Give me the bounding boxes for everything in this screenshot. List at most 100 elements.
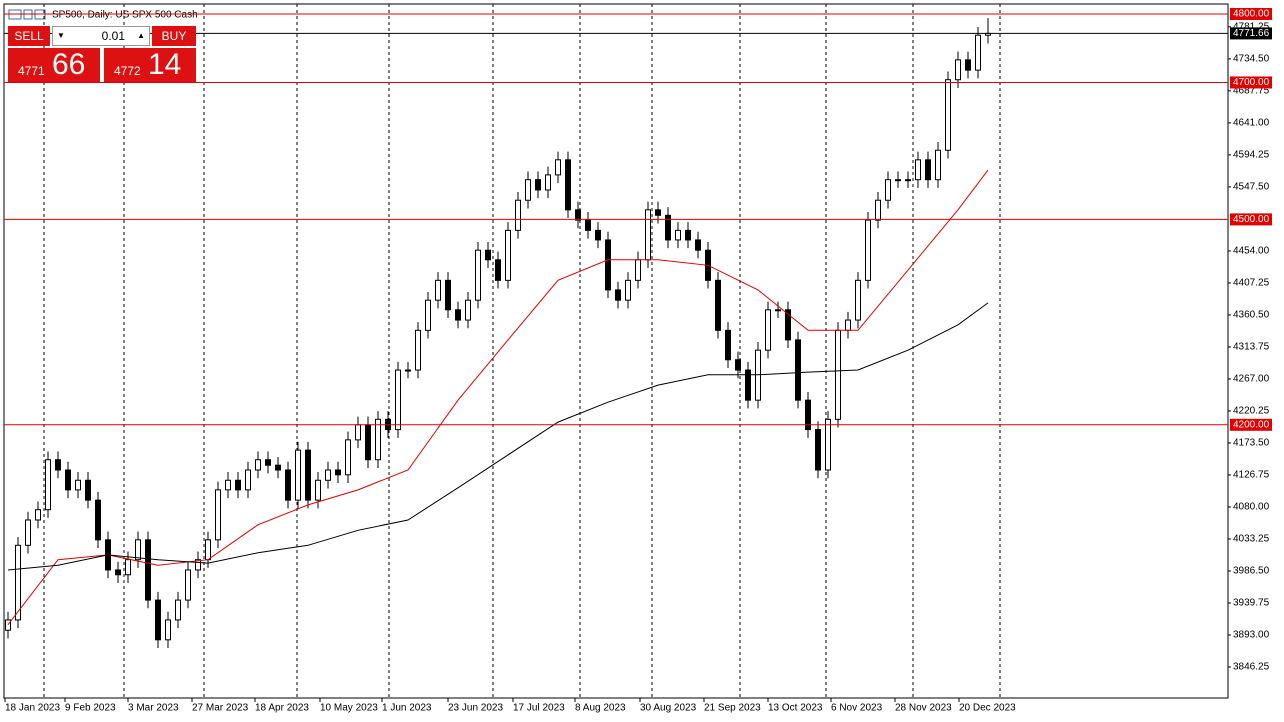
x-tick-label: 21 Sep 2023: [704, 703, 761, 714]
candle-body: [115, 569, 121, 576]
candle-body: [845, 319, 851, 331]
chart-title: SP500, Daily: US SPX 500 Cash: [52, 10, 198, 21]
candle-body: [85, 479, 91, 501]
icon: [8, 9, 22, 20]
x-tick-label: 28 Nov 2023: [895, 703, 952, 714]
candle-body: [895, 179, 901, 182]
candle-body: [95, 499, 101, 541]
buy-button[interactable]: BUY: [152, 26, 196, 46]
ask-main: 4772: [114, 64, 141, 78]
y-tick-label: 4080.00: [1233, 502, 1270, 513]
y-tick-label: 4267.00: [1233, 374, 1270, 385]
candle-body: [605, 239, 611, 291]
candle-body: [465, 299, 471, 321]
arrow-up[interactable]: ▲: [137, 31, 145, 40]
candle-body: [915, 159, 921, 181]
candle-body: [205, 539, 211, 561]
candle-body: [65, 469, 71, 491]
candle-body: [535, 179, 541, 191]
x-tick-label: 10 May 2023: [320, 703, 378, 714]
candle-body: [45, 459, 51, 511]
price-level-tag: [1230, 76, 1272, 89]
candle-body: [245, 469, 251, 491]
y-tick-label: 3939.75: [1233, 598, 1270, 609]
bid-main: 4771: [18, 64, 45, 78]
candle-body: [395, 369, 401, 431]
candle-body: [785, 309, 791, 341]
price-level-label: 4771.66: [1233, 28, 1270, 39]
sell-button[interactable]: SELL: [8, 26, 50, 46]
candle-body: [425, 299, 431, 331]
candle-body: [675, 229, 681, 241]
x-tick-label: 13 Oct 2023: [768, 703, 823, 714]
candle-body: [275, 464, 281, 471]
y-tick-label: 3846.25: [1233, 662, 1270, 673]
y-tick-label: 4454.00: [1233, 246, 1270, 257]
candle-body: [75, 479, 81, 491]
candle-body: [625, 279, 631, 301]
candle-body: [285, 469, 291, 501]
y-tick-label: 4734.50: [1233, 53, 1270, 64]
candle-body: [355, 424, 361, 441]
candle-body: [455, 309, 461, 321]
price-level-tag: [1230, 418, 1272, 431]
x-tick-label: 27 Mar 2023: [192, 703, 249, 714]
candle-body: [945, 79, 951, 151]
candle-body: [575, 209, 581, 221]
moving-average: [7, 302, 989, 571]
price-level-label: 4500.00: [1233, 214, 1270, 225]
x-tick-label: 18 Jan 2023: [5, 703, 60, 714]
candle-body: [5, 619, 11, 631]
price-level-tag: [1230, 213, 1272, 226]
candle-body: [175, 599, 181, 621]
candle-body: [725, 329, 731, 361]
y-tick-label: 4641.00: [1233, 118, 1270, 129]
candle-body: [965, 59, 971, 71]
moving-average: [7, 169, 989, 626]
x-tick-label: 18 Apr 2023: [255, 703, 309, 714]
volume[interactable]: 0.01: [101, 29, 125, 43]
candle-body: [15, 544, 21, 621]
arrow-down[interactable]: ▼: [57, 31, 65, 40]
candle-body: [545, 174, 551, 191]
volume-box[interactable]: ▼ 0.01 ▲: [52, 26, 150, 46]
y-tick-label: 4220.25: [1233, 406, 1270, 417]
candle-body: [795, 339, 801, 401]
candle-body: [195, 559, 201, 571]
bid-box[interactable]: 4771 66: [8, 48, 100, 82]
price-level-tag: [1230, 27, 1272, 40]
candle-body: [695, 239, 701, 251]
candle-body: [935, 149, 941, 181]
ask-pips: 14: [148, 48, 182, 81]
candle-body: [875, 199, 881, 221]
candle-body: [125, 559, 131, 576]
candle-body: [235, 479, 241, 491]
x-tick-label: 1 Jun 2023: [382, 703, 432, 714]
y-tick-label: 4360.50: [1233, 310, 1270, 321]
ask-box[interactable]: 4772 14: [104, 48, 196, 82]
candle-body: [585, 219, 591, 231]
candle-body: [955, 59, 961, 81]
x-tick-label: 23 Jun 2023: [448, 703, 503, 714]
candle-body: [315, 479, 321, 501]
y-tick-label: 4126.75: [1233, 470, 1270, 481]
candle-body: [905, 179, 911, 182]
y-tick-label: 4687.75: [1233, 85, 1270, 96]
y-tick-label: 4033.25: [1233, 534, 1270, 545]
candle-body: [305, 449, 311, 501]
price-level-label: 4800.00: [1233, 9, 1270, 20]
candle-body: [865, 219, 871, 281]
candle-body: [325, 469, 331, 481]
icon: [23, 9, 33, 20]
candle-body: [565, 159, 571, 211]
x-tick-label: 17 Jul 2023: [513, 703, 565, 714]
candle-body: [155, 599, 161, 641]
candle-body: [615, 289, 621, 301]
candle-body: [445, 279, 451, 311]
x-tick-label: 20 Dec 2023: [959, 703, 1016, 714]
y-tick-label: 4173.50: [1233, 438, 1270, 449]
candle-body: [745, 369, 751, 401]
candle-body: [495, 259, 501, 281]
